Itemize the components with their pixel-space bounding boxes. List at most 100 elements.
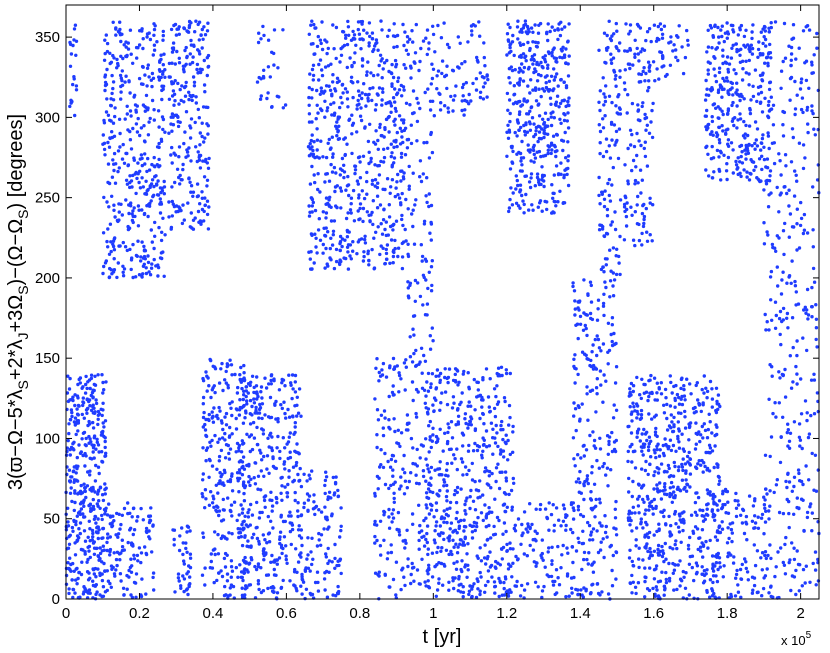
data-point <box>270 105 274 109</box>
data-point <box>485 74 489 78</box>
data-point <box>102 141 107 145</box>
data-point <box>140 29 144 33</box>
data-point <box>449 420 454 424</box>
data-point <box>173 590 177 594</box>
data-point <box>391 356 396 361</box>
data-point <box>80 412 85 417</box>
data-point <box>489 486 493 490</box>
data-point <box>213 547 217 551</box>
data-point <box>551 583 556 587</box>
data-point <box>378 519 383 523</box>
data-point <box>112 572 117 576</box>
data-point <box>583 323 587 328</box>
data-point <box>282 462 286 466</box>
data-point <box>460 99 464 103</box>
data-point <box>628 128 633 132</box>
data-point <box>348 254 352 258</box>
data-point <box>552 529 556 533</box>
data-point <box>430 551 435 555</box>
data-point <box>602 92 606 96</box>
data-point <box>425 506 429 510</box>
data-point <box>161 250 165 254</box>
data-point <box>306 553 310 557</box>
data-point <box>334 204 338 208</box>
data-point <box>159 57 163 62</box>
data-point <box>550 559 554 563</box>
data-point <box>265 467 269 471</box>
data-point <box>494 423 498 428</box>
data-point <box>478 592 482 597</box>
data-point <box>362 254 366 259</box>
data-point <box>309 593 313 597</box>
data-point <box>662 411 667 415</box>
data-point <box>663 541 667 546</box>
data-point <box>434 520 439 524</box>
data-point <box>481 449 485 453</box>
data-point <box>422 544 427 548</box>
data-point <box>454 380 458 384</box>
data-point <box>240 522 244 527</box>
data-point <box>595 529 599 533</box>
data-point <box>382 61 387 65</box>
data-point <box>380 28 384 32</box>
data-point <box>354 43 358 47</box>
data-point <box>230 373 234 377</box>
data-point <box>204 434 209 439</box>
data-point <box>188 62 192 66</box>
data-point <box>682 575 686 579</box>
data-point <box>644 71 648 76</box>
data-point <box>402 453 406 458</box>
data-point <box>205 389 209 393</box>
data-point <box>334 171 338 175</box>
data-point <box>567 54 571 58</box>
data-point <box>250 513 255 517</box>
data-point <box>96 443 101 447</box>
data-point <box>669 426 673 430</box>
data-point <box>119 202 123 206</box>
data-point <box>564 523 568 528</box>
data-point <box>122 161 127 165</box>
data-point <box>596 337 601 342</box>
data-point <box>71 82 75 87</box>
data-point <box>375 538 379 543</box>
data-point <box>529 176 533 180</box>
data-point <box>330 560 334 564</box>
data-point <box>111 158 115 162</box>
data-point <box>455 369 460 373</box>
data-point <box>294 463 298 468</box>
data-point <box>478 90 483 95</box>
data-point <box>324 555 328 559</box>
data-point <box>235 391 240 395</box>
data-point <box>144 179 148 183</box>
data-point <box>668 545 672 550</box>
data-point <box>381 218 386 222</box>
data-point <box>323 483 327 488</box>
data-point <box>576 453 580 457</box>
data-point <box>565 572 570 576</box>
data-point <box>677 440 681 444</box>
data-point <box>675 546 679 551</box>
data-point <box>307 214 312 218</box>
data-point <box>655 381 659 385</box>
data-point <box>226 496 230 500</box>
data-point <box>321 242 325 247</box>
data-point <box>414 387 419 392</box>
data-point <box>333 556 337 561</box>
data-point <box>196 22 200 27</box>
data-point <box>660 570 664 574</box>
data-point <box>214 414 219 419</box>
data-point <box>403 388 407 392</box>
data-point <box>641 224 646 229</box>
data-point <box>406 242 410 246</box>
data-point <box>391 228 395 232</box>
data-point <box>433 541 437 545</box>
data-point <box>396 172 400 177</box>
data-point <box>283 519 287 524</box>
data-point <box>504 577 508 581</box>
data-point <box>657 527 661 531</box>
data-point <box>533 23 537 27</box>
data-point <box>626 449 630 454</box>
data-point <box>77 443 81 447</box>
data-point <box>353 171 357 176</box>
data-point <box>464 81 468 85</box>
